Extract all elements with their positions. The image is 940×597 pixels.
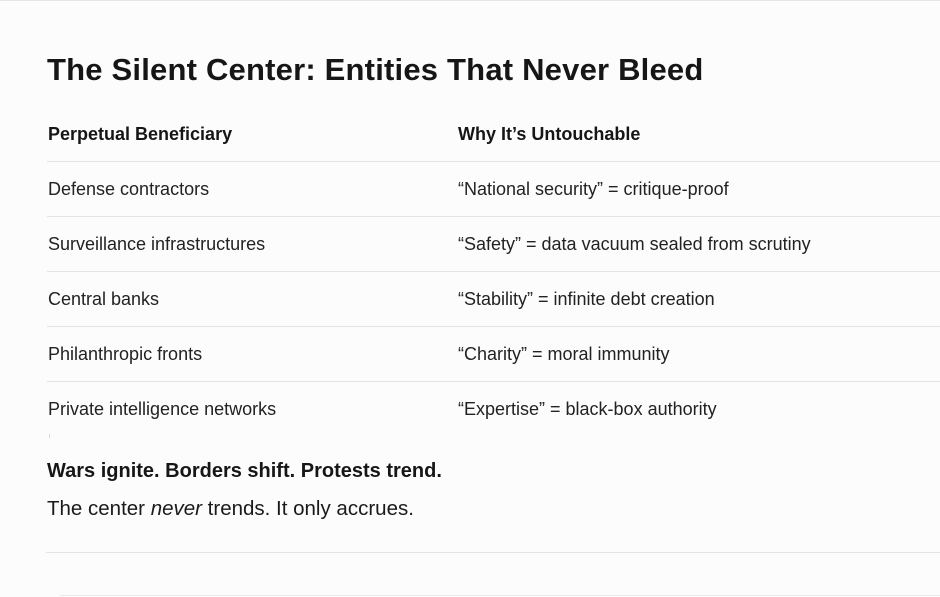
table-row: Central banks “Stability” = infinite deb… <box>47 272 940 327</box>
beneficiary-cell: Private intelligence networks <box>48 399 277 419</box>
column-header-beneficiary: Perpetual Beneficiary <box>48 124 233 144</box>
table-end-mark <box>49 434 50 438</box>
beneficiary-table: Perpetual Beneficiary Why It’s Untouchab… <box>47 108 940 436</box>
beneficiary-cell: Philanthropic fronts <box>48 344 203 364</box>
reason-cell: “Safety” = data vacuum sealed from scrut… <box>458 234 811 254</box>
beneficiary-cell: Defense contractors <box>48 179 210 199</box>
beneficiary-cell: Central banks <box>48 289 160 309</box>
footer-divider <box>60 595 940 596</box>
reason-cell: “Expertise” = black-box authority <box>458 399 717 419</box>
closing-text-start: The center <box>47 497 151 520</box>
article-title: The Silent Center: Entities That Never B… <box>47 52 704 87</box>
reason-cell: “Stability” = infinite debt creation <box>458 289 715 309</box>
column-header-reason: Why It’s Untouchable <box>458 124 641 144</box>
reason-cell: “National security” = critique-proof <box>458 179 729 199</box>
reason-cell: “Charity” = moral immunity <box>458 344 670 364</box>
table-header-row: Perpetual Beneficiary Why It’s Untouchab… <box>47 108 940 162</box>
closing-emphasis: never <box>150 497 202 520</box>
beneficiary-cell: Surveillance infrastructures <box>48 234 266 254</box>
table-row: Defense contractors “National security” … <box>47 162 940 217</box>
table-row: Surveillance infrastructures “Safety” = … <box>47 217 940 272</box>
top-divider <box>0 0 940 1</box>
bottom-divider <box>46 552 940 553</box>
closing-text-end: trends. It only accrues. <box>201 497 414 520</box>
closing-statement: The center never trends. It only accrues… <box>47 495 414 523</box>
closing-bold-statement: Wars ignite. Borders shift. Protests tre… <box>47 460 442 482</box>
table-row: Private intelligence networks “Expertise… <box>47 382 940 436</box>
table-row: Philanthropic fronts “Charity” = moral i… <box>47 327 940 382</box>
